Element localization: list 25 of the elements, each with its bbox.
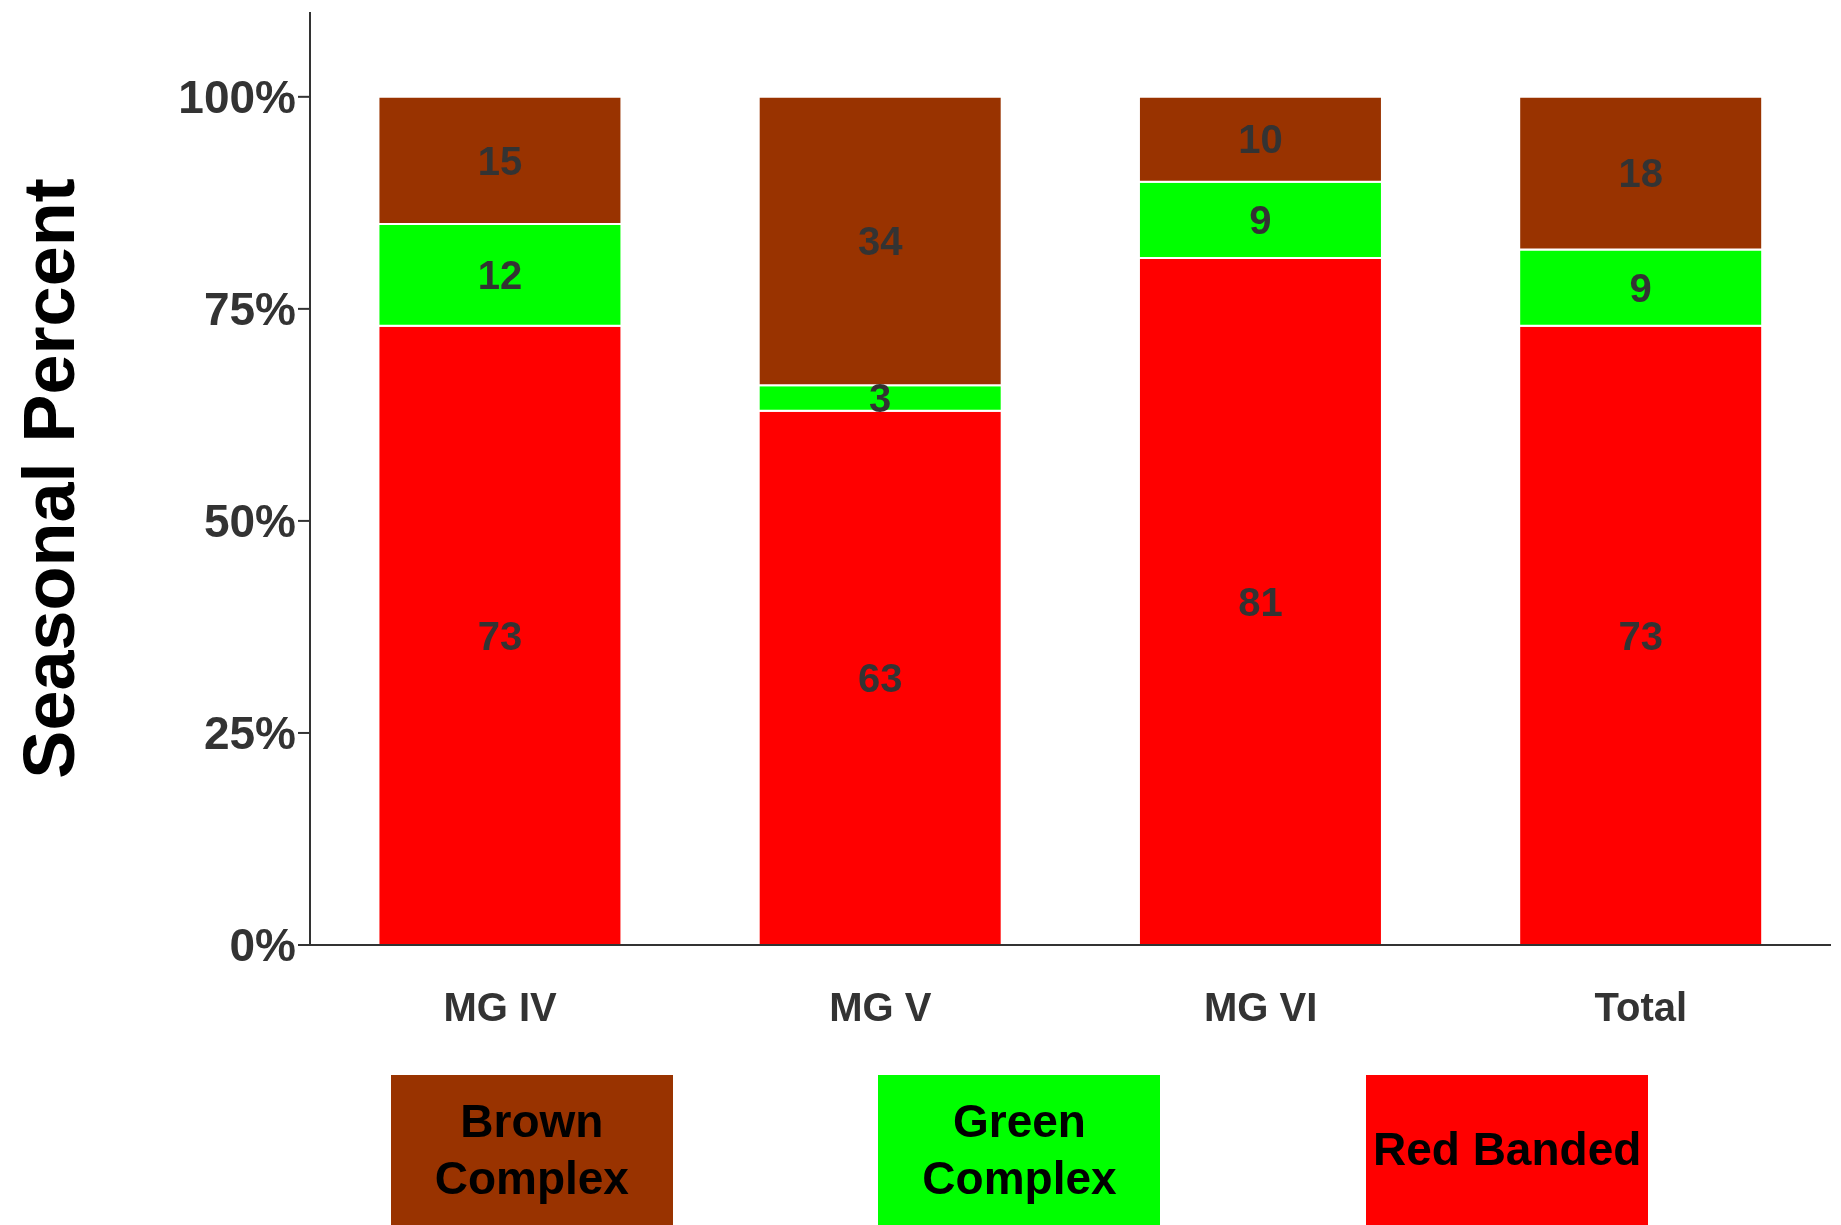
data-label: 9	[1249, 198, 1272, 242]
y-tick-label: 75%	[203, 283, 296, 336]
data-label: 73	[1618, 613, 1663, 658]
data-label: 63	[857, 656, 903, 701]
text: Green Complex	[878, 1075, 1161, 1225]
data-label: 3	[869, 376, 892, 421]
data-label: 10	[1238, 117, 1283, 162]
data-label: 73	[477, 613, 523, 658]
y-tick-label: 0%	[229, 919, 296, 972]
x-tick-label: Total	[1594, 985, 1688, 1030]
text: Red Banded	[1366, 1075, 1649, 1225]
data-label: 15	[477, 138, 523, 183]
y-axis-title: Seasonal Percent	[8, 178, 89, 779]
data-label: 18	[1618, 151, 1663, 196]
data-label: 12	[477, 253, 523, 298]
data-label: 9	[1629, 265, 1652, 310]
x-tick-label: MG VI	[1203, 985, 1318, 1030]
text: Brown Complex	[390, 1075, 673, 1225]
x-tick-label: MG IV	[443, 985, 558, 1030]
data-label: 81	[1238, 579, 1283, 624]
x-tick-label: MG V	[829, 985, 932, 1030]
y-tick-label: 25%	[203, 707, 296, 760]
y-tick-label: 50%	[203, 495, 296, 548]
y-tick-label: 100%	[178, 71, 296, 124]
data-label: 34	[857, 219, 904, 264]
